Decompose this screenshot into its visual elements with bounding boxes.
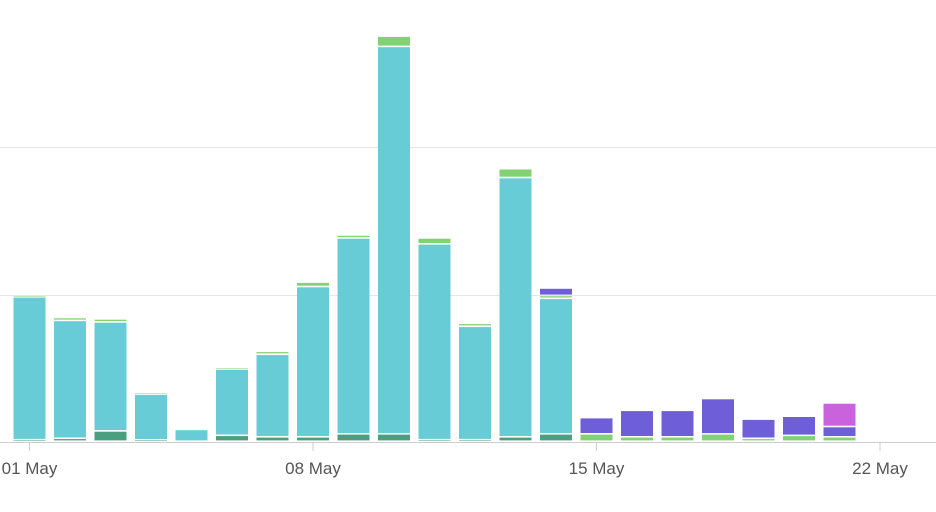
bar-segment-3-1[interactable] xyxy=(94,431,127,441)
bar-segment-2-3[interactable] xyxy=(54,318,86,320)
bar-segment-13-3[interactable] xyxy=(499,169,532,177)
bar-segment-3-3[interactable] xyxy=(94,319,127,321)
bar-segment-15-4[interactable] xyxy=(580,418,613,433)
bar-segment-19-4[interactable] xyxy=(742,419,775,438)
bar-segment-10-3[interactable] xyxy=(378,36,410,46)
bar-segment-4-2[interactable] xyxy=(135,394,167,439)
gridlines xyxy=(0,147,936,296)
bar-segment-7-1[interactable] xyxy=(256,437,289,441)
bar-segment-14-2[interactable] xyxy=(540,299,572,433)
bar-segment-9-2[interactable] xyxy=(337,238,370,433)
bar-segment-12-1[interactable] xyxy=(459,440,491,442)
bar-segment-11-3[interactable] xyxy=(418,238,451,243)
bar-segment-8-3[interactable] xyxy=(297,282,329,286)
bar-segment-21-4[interactable] xyxy=(823,427,856,436)
bar-segment-7-3[interactable] xyxy=(256,352,289,354)
bar-segment-3-2[interactable] xyxy=(94,322,127,431)
x-tick-label: 22 May xyxy=(852,459,908,478)
bar-segment-1-3[interactable] xyxy=(13,296,46,297)
bar-segment-6-2[interactable] xyxy=(216,369,248,435)
bar-segment-5-2[interactable] xyxy=(175,430,208,441)
x-tick-label: 01 May xyxy=(2,459,58,478)
x-tick-label: 15 May xyxy=(569,459,625,478)
bar-segment-13-1[interactable] xyxy=(499,437,532,441)
bar-segment-6-3[interactable] xyxy=(216,368,248,369)
bar-segment-9-1[interactable] xyxy=(337,434,370,441)
bar-segment-2-2[interactable] xyxy=(54,321,86,438)
bar-segment-14-3[interactable] xyxy=(540,296,572,298)
bar-segment-14-4[interactable] xyxy=(540,288,572,295)
bar-segment-21-3[interactable] xyxy=(823,437,856,441)
bar-segment-4-3[interactable] xyxy=(135,393,167,394)
bar-segment-12-3[interactable] xyxy=(459,324,491,326)
bar-segment-6-1[interactable] xyxy=(216,436,248,441)
bar-segment-8-1[interactable] xyxy=(297,437,329,441)
bar-segment-18-3[interactable] xyxy=(702,434,734,441)
bar-segment-2-1[interactable] xyxy=(54,439,86,441)
bar-segment-18-4[interactable] xyxy=(702,399,734,434)
bar-segment-17-4[interactable] xyxy=(661,411,694,436)
bar-segment-1-1[interactable] xyxy=(13,440,46,442)
bar-segment-9-3[interactable] xyxy=(337,235,370,238)
bar-segment-12-2[interactable] xyxy=(459,327,491,439)
bar-segment-10-1[interactable] xyxy=(378,434,410,441)
x-axis: 01 May 08 May 15 May 22 May xyxy=(0,442,936,478)
bar-segment-14-1[interactable] xyxy=(540,434,572,441)
bar-segment-8-2[interactable] xyxy=(297,287,329,436)
bar-segment-20-3[interactable] xyxy=(783,436,815,441)
bar-segment-13-2[interactable] xyxy=(499,178,532,437)
bar-segment-11-1[interactable] xyxy=(418,440,451,442)
bar-segment-16-4[interactable] xyxy=(621,411,653,436)
bar-segment-20-4[interactable] xyxy=(783,417,815,435)
bar-segment-15-3[interactable] xyxy=(580,434,613,441)
bar-segment-19-3[interactable] xyxy=(742,439,775,441)
bar-segment-21-5[interactable] xyxy=(823,403,856,426)
bar-segment-16-3[interactable] xyxy=(621,437,653,441)
bar-segment-10-2[interactable] xyxy=(378,47,410,434)
bar-segment-4-1[interactable] xyxy=(135,440,167,442)
bars xyxy=(13,36,856,442)
bar-segment-17-3[interactable] xyxy=(661,437,694,441)
bar-segment-7-2[interactable] xyxy=(256,355,289,436)
bar-segment-11-2[interactable] xyxy=(418,244,451,439)
x-tick-label: 08 May xyxy=(285,459,341,478)
bar-segment-1-2[interactable] xyxy=(13,297,46,439)
